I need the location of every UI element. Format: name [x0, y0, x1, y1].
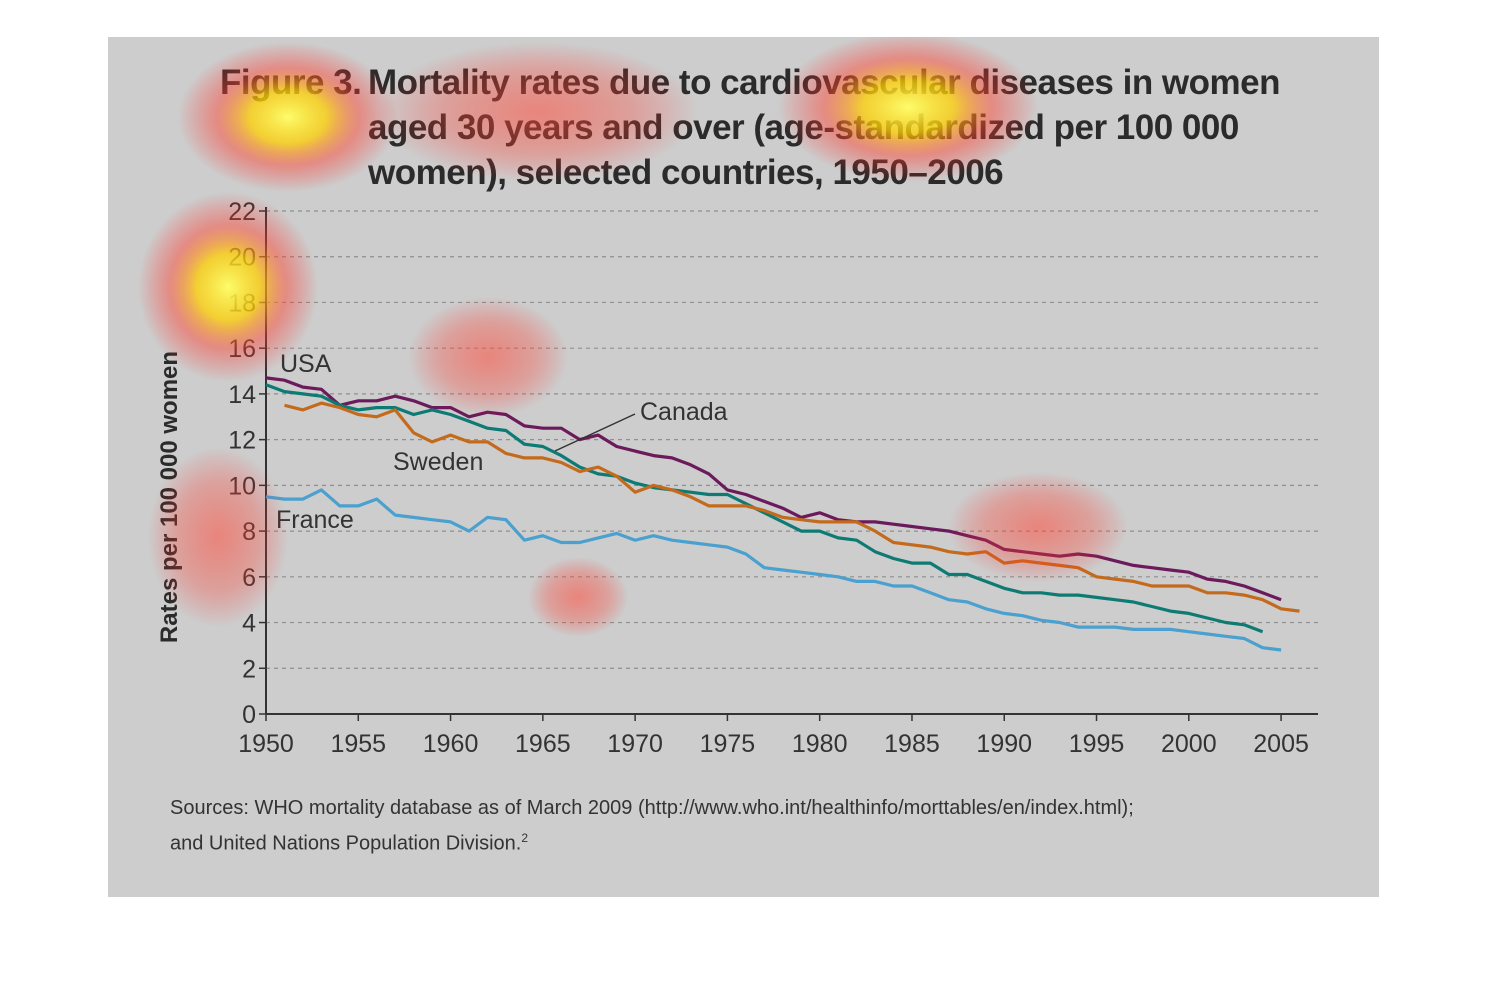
x-tick-label: 1965	[515, 730, 571, 758]
x-tick-label: 1990	[976, 730, 1032, 758]
y-tick-label: 8	[242, 518, 256, 546]
figure-number: Figure 3.	[220, 63, 362, 102]
y-tick-label: 6	[242, 564, 256, 592]
figure-title-line-2: aged 30 years and over (age-standardized…	[368, 108, 1239, 147]
figure-panel: 0 2 4 6 8 10 12 14 16 18 20 22 1950 1955 1960 1965 1970 1…	[108, 37, 1379, 897]
sources-line-1: Sources: WHO mortality database as of Ma…	[170, 797, 1134, 819]
series-label-sweden: Sweden	[393, 448, 483, 476]
axes: 0 2 4 6 8 10 12 14 16 18 20 22 1950 1955 1960 1965 1970 1…	[228, 198, 1318, 758]
x-tick-label: 1955	[330, 730, 386, 758]
x-tick-label: 1980	[792, 730, 848, 758]
y-tick-label: 12	[228, 427, 256, 455]
y-tick-label: 0	[242, 701, 256, 729]
gridlines	[266, 210, 1318, 669]
series-label-usa: USA	[280, 350, 332, 378]
series-line-usa	[265, 376, 1282, 602]
series-line-sweden	[284, 401, 1300, 613]
y-tick-label: 18	[228, 289, 256, 317]
y-tick-label: 4	[242, 610, 256, 638]
sources-line-2-text: and United Nations Population Division.	[170, 832, 522, 855]
x-tick-label: 1985	[884, 730, 940, 758]
y-tick-label: 14	[228, 381, 256, 409]
figure-title-line-1: Mortality rates due to cardiovascular di…	[368, 63, 1281, 102]
y-axis-label: Rates per 100 000 women	[156, 350, 183, 644]
x-tick-label: 2000	[1161, 730, 1217, 758]
x-tick-label: 2005	[1253, 730, 1309, 758]
y-tick-label: 2	[242, 655, 256, 683]
series-label-canada: Canada	[640, 398, 728, 426]
series-lines	[265, 376, 1300, 652]
y-tick-label: 20	[228, 244, 256, 272]
sources-line-2: and United Nations Population Division.2	[170, 831, 528, 856]
canada-leader-line	[554, 413, 636, 452]
series-labels: USA Canada Sweden France	[276, 350, 728, 534]
series-label-france: France	[276, 506, 354, 534]
x-tick-label: 1995	[1069, 730, 1125, 758]
x-tick-label: 1960	[423, 730, 479, 758]
y-tick-label: 22	[228, 198, 256, 226]
series-line-france	[265, 488, 1282, 652]
figure-title-line-3: women), selected countries, 1950–2006	[368, 153, 1004, 192]
sources-superscript: 2	[521, 831, 529, 845]
x-tick-label: 1950	[238, 730, 294, 758]
y-tick-label: 10	[228, 472, 256, 500]
series-line-canada	[265, 383, 1264, 634]
x-tick-label: 1975	[700, 730, 756, 758]
x-tick-label: 1970	[607, 730, 663, 758]
y-tick-label: 16	[228, 335, 256, 363]
